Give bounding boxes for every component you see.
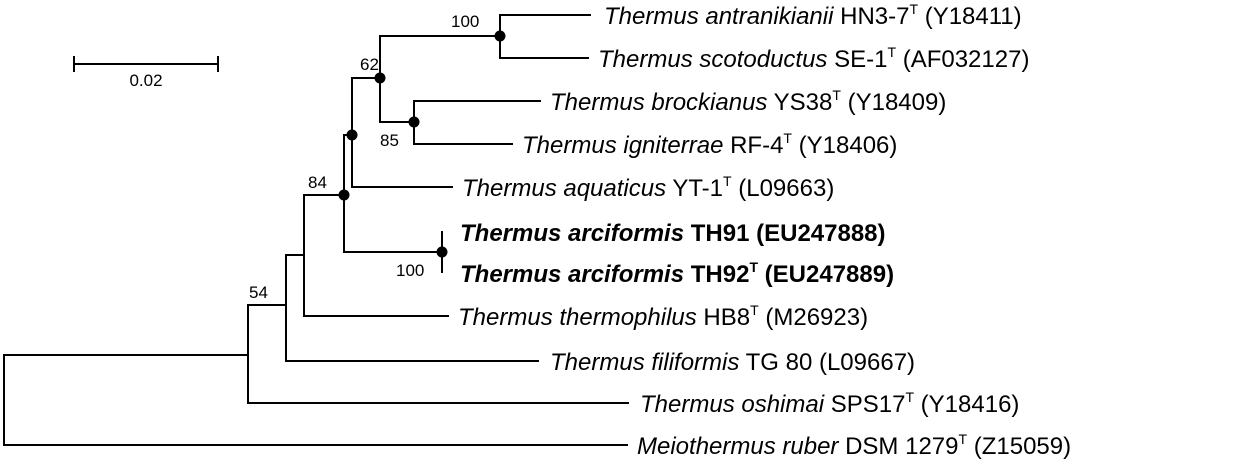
type-strain-marker: T bbox=[750, 302, 759, 318]
taxon-accession: (Y18411) bbox=[918, 3, 1022, 30]
taxon-accession: (Y18409) bbox=[841, 89, 946, 116]
taxon-strain: TH92 bbox=[684, 261, 749, 288]
taxon-species: Thermus filiformis bbox=[550, 349, 739, 376]
taxon-strain: TH91 bbox=[684, 220, 749, 247]
node-marker-84 bbox=[338, 189, 350, 201]
taxon-accession: (AF032127) bbox=[896, 46, 1029, 73]
taxon-species: Thermus brockianus bbox=[550, 89, 767, 116]
taxon-species: Thermus igniterrae bbox=[522, 132, 723, 159]
taxon-strain: RF-4 bbox=[723, 132, 783, 159]
bootstrap-thermus-minus-oshimai: 54 bbox=[249, 283, 268, 302]
bootstrap-arciformis: 100 bbox=[396, 261, 424, 280]
scale-bar: 0.02 bbox=[73, 56, 219, 90]
type-strain-marker: T bbox=[909, 1, 918, 17]
bootstrap-values: 100 62 85 84 100 54 bbox=[249, 12, 479, 302]
taxon-label-ruber: Meiothermus ruber DSM 1279T (Z15059) bbox=[637, 431, 1071, 460]
node-marker-arciformis bbox=[436, 246, 448, 258]
type-strain-marker: T bbox=[749, 259, 758, 275]
taxon-label-aquaticus: Thermus aquaticus YT-1T (L09663) bbox=[462, 173, 834, 202]
type-strain-marker: T bbox=[887, 44, 896, 60]
bootstrap-aquaticus-group: 84 bbox=[308, 173, 327, 192]
taxon-label-oshimai: Thermus oshimai SPS17T (Y18416) bbox=[640, 389, 1019, 418]
taxon-strain: SE-1 bbox=[827, 46, 887, 73]
taxon-species: Thermus thermophilus bbox=[458, 304, 697, 331]
taxon-species: Thermus antranikianii bbox=[604, 3, 834, 30]
type-strain-marker: T bbox=[783, 130, 792, 146]
taxon-label-arciformis92: Thermus arciformis TH92T (EU247889) bbox=[460, 259, 894, 288]
taxon-label-thermophilus: Thermus thermophilus HB8T (M26923) bbox=[458, 302, 868, 331]
scale-bar-label: 0.02 bbox=[129, 71, 162, 90]
type-strain-marker: T bbox=[832, 87, 841, 103]
taxon-strain: YT-1 bbox=[666, 175, 723, 202]
taxon-accession: (L09667) bbox=[812, 349, 915, 376]
taxon-strain: TG 80 bbox=[739, 349, 812, 376]
taxon-label-brockianus: Thermus brockianus YS38T (Y18409) bbox=[550, 87, 946, 116]
node-marker-62 bbox=[374, 72, 386, 84]
taxon-label-filiformis: Thermus filiformis TG 80 (L09667) bbox=[550, 349, 915, 376]
bootstrap-core-clade: 62 bbox=[360, 55, 379, 74]
node-marker-aquaticus bbox=[346, 129, 358, 141]
taxon-strain: HB8 bbox=[697, 304, 750, 331]
taxon-strain: YS38 bbox=[767, 89, 832, 116]
taxon-label-arciformis91: Thermus arciformis TH91 (EU247888) bbox=[460, 220, 886, 247]
taxon-accession: (EU247889) bbox=[758, 261, 894, 288]
taxon-accession: (L09663) bbox=[732, 175, 835, 202]
taxon-species: Thermus aquaticus bbox=[462, 175, 666, 202]
taxon-accession: (Y18416) bbox=[914, 391, 1019, 418]
taxon-species: Thermus arciformis bbox=[460, 261, 684, 288]
bootstrap-antranikianii-scotoductus: 100 bbox=[451, 12, 479, 31]
taxon-species: Meiothermus ruber bbox=[637, 433, 839, 460]
type-strain-marker: T bbox=[723, 173, 732, 189]
taxon-strain: HN3-7 bbox=[833, 3, 909, 30]
node-markers bbox=[338, 30, 506, 258]
taxon-label-scotoductus: Thermus scotoductus SE-1T (AF032127) bbox=[598, 44, 1029, 73]
node-marker-100-top bbox=[494, 30, 506, 42]
bootstrap-brockianus-igniterrae: 85 bbox=[380, 131, 399, 150]
tree-branches bbox=[3, 14, 629, 446]
taxon-accession: (M26923) bbox=[759, 304, 868, 331]
taxon-accession: (Z15059) bbox=[967, 433, 1071, 460]
node-marker-85 bbox=[408, 116, 420, 128]
taxon-strain: SPS17 bbox=[824, 391, 905, 418]
taxon-species: Thermus arciformis bbox=[460, 220, 684, 247]
taxon-strain: DSM 1279 bbox=[838, 433, 958, 460]
type-strain-marker: T bbox=[905, 389, 914, 405]
taxon-accession: (EU247888) bbox=[749, 220, 885, 247]
taxon-label-antranikianii: Thermus antranikianii HN3-7T (Y18411) bbox=[604, 1, 1022, 30]
type-strain-marker: T bbox=[958, 431, 967, 447]
taxon-label-igniterrae: Thermus igniterrae RF-4T (Y18406) bbox=[522, 130, 897, 159]
taxon-species: Thermus oshimai bbox=[640, 391, 825, 418]
taxon-species: Thermus scotoductus bbox=[598, 46, 827, 73]
taxon-labels: Thermus antranikianii HN3-7T (Y18411)The… bbox=[458, 1, 1071, 460]
taxon-accession: (Y18406) bbox=[792, 132, 897, 159]
